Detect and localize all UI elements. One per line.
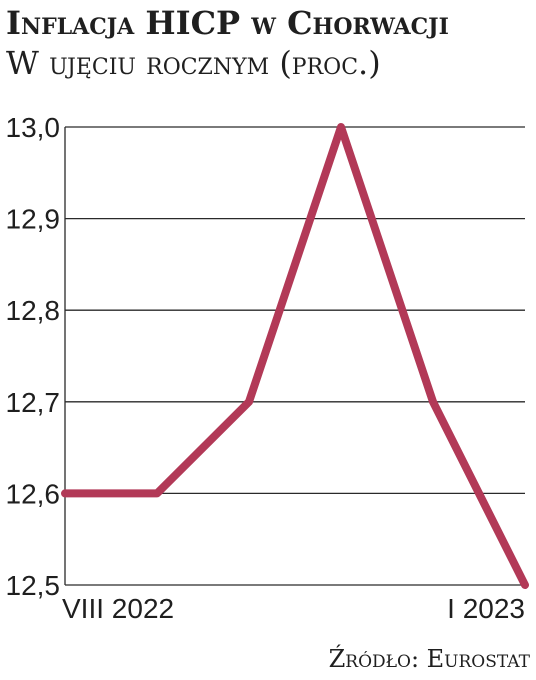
y-tick-label: 12,5 bbox=[6, 570, 61, 601]
y-tick-label: 12,6 bbox=[6, 478, 61, 509]
x-tick-label: VIII 2022 bbox=[62, 593, 174, 624]
chart-title: Inflacja HICP w Chorwacji bbox=[6, 4, 449, 42]
x-tick-label: I 2023 bbox=[447, 593, 525, 624]
y-tick-label: 12,8 bbox=[6, 295, 61, 326]
y-tick-label: 12,7 bbox=[6, 387, 61, 418]
source-note: Źródło: Eurostat bbox=[328, 645, 530, 673]
y-tick-label: 12,9 bbox=[6, 204, 61, 235]
chart-subtitle: W ujęciu rocznym (proc.) bbox=[6, 44, 381, 82]
series-line bbox=[61, 123, 529, 589]
y-tick-label: 13,0 bbox=[6, 112, 61, 143]
